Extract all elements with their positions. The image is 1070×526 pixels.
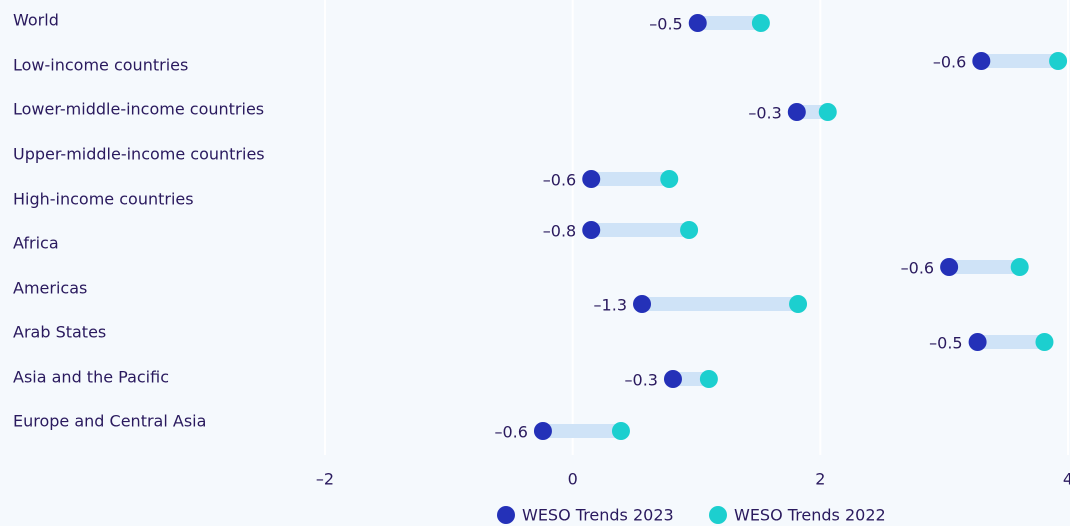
category-label: Lower-middle-income countries: [13, 100, 264, 119]
dot-2023: [787, 103, 806, 121]
dot-2023: [663, 370, 682, 388]
dot-2022: [789, 295, 808, 313]
category-label: Low-income countries: [13, 56, 188, 75]
dot-2022: [1035, 333, 1054, 351]
difference-label: –0.3: [748, 104, 781, 123]
category-label: Africa: [13, 234, 59, 253]
dot-2023: [972, 52, 991, 70]
dot-2022: [660, 170, 679, 188]
legend-label: WESO Trends 2022: [734, 506, 886, 525]
difference-label: –0.6: [933, 53, 966, 72]
dot-2023: [633, 295, 652, 313]
legend-swatch: [709, 506, 727, 524]
difference-label: –0.6: [494, 423, 527, 442]
difference-label: –0.5: [649, 15, 682, 34]
dot-2023: [940, 258, 959, 276]
difference-label: –0.3: [625, 371, 658, 390]
x-tick-label: 4: [1063, 470, 1070, 489]
category-label: High-income countries: [13, 190, 194, 209]
x-tick-label: 0: [568, 470, 578, 489]
dot-2022: [699, 370, 718, 388]
dot-2022: [611, 422, 630, 440]
dot-2022: [1049, 52, 1068, 70]
category-label: Americas: [13, 279, 87, 298]
legend-label: WESO Trends 2023: [522, 506, 674, 525]
difference-label: –0.6: [901, 259, 934, 278]
category-label: World: [13, 11, 59, 30]
dot-2023: [688, 14, 707, 32]
dot-2023: [582, 170, 601, 188]
dot-2023: [533, 422, 552, 440]
legend-swatch: [497, 506, 515, 524]
category-label: Asia and the Pacific: [13, 368, 169, 387]
dot-2022: [680, 221, 699, 239]
dot-2022: [1010, 258, 1029, 276]
difference-label: –0.5: [929, 334, 962, 353]
difference-label: –0.6: [543, 171, 576, 190]
category-label: Arab States: [13, 323, 106, 342]
dot-2023: [582, 221, 601, 239]
x-tick-label: 2: [815, 470, 825, 489]
x-tick-label: –2: [316, 470, 334, 489]
dot-2022: [751, 14, 770, 32]
dot-2022: [818, 103, 837, 121]
difference-label: –0.8: [543, 222, 576, 241]
difference-label: –1.3: [594, 296, 627, 315]
category-label: Europe and Central Asia: [13, 412, 206, 431]
dot-2023: [968, 333, 987, 351]
category-label: Upper-middle-income countries: [13, 145, 265, 164]
